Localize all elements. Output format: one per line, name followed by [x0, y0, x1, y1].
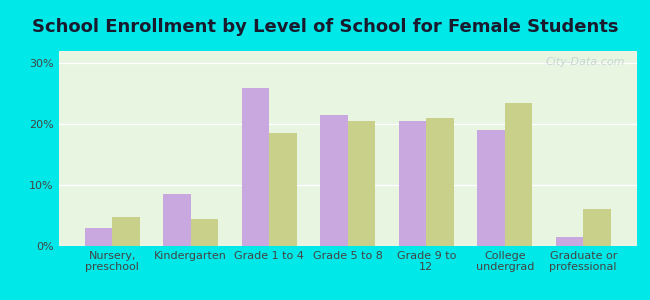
- Bar: [112, 217, 140, 246]
- Bar: [163, 194, 190, 246]
- Bar: [477, 130, 505, 246]
- Bar: [348, 121, 375, 246]
- Bar: [583, 209, 611, 246]
- Bar: [84, 228, 112, 246]
- Text: School Enrollment by Level of School for Female Students: School Enrollment by Level of School for…: [32, 18, 618, 36]
- Bar: [269, 133, 297, 246]
- Bar: [320, 115, 348, 246]
- Bar: [505, 103, 532, 246]
- Bar: [426, 118, 454, 246]
- Bar: [398, 121, 426, 246]
- Text: City-Data.com: City-Data.com: [546, 57, 625, 67]
- Bar: [242, 88, 269, 246]
- Bar: [556, 237, 583, 246]
- Bar: [190, 219, 218, 246]
